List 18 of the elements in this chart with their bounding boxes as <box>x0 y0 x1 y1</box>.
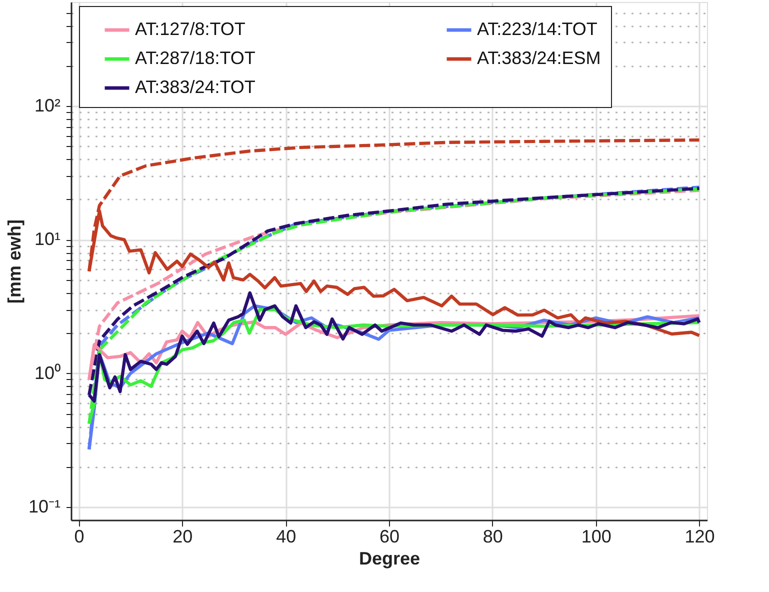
x-tick-label: 40 <box>276 526 296 546</box>
x-tick-label: 60 <box>379 526 400 546</box>
x-tick-label: 120 <box>684 526 715 546</box>
y-tick-label: 10¹ <box>34 229 61 250</box>
y-tick-label: 10⁰ <box>34 362 60 383</box>
legend-label: AT:383/24:TOT <box>135 77 256 97</box>
y-tick-label: 10⁻¹ <box>28 496 61 517</box>
legend-label: AT:127/8:TOT <box>135 19 246 39</box>
x-tick-label: 0 <box>74 526 84 546</box>
x-tick-label: 100 <box>581 526 612 546</box>
y-tick-label: 10² <box>34 96 61 116</box>
x-tick-label: 80 <box>482 526 503 546</box>
y-axis-title: [mm ewh] <box>4 219 24 304</box>
x-axis-title: Degree <box>358 548 420 568</box>
x-tick-label: 20 <box>172 526 193 546</box>
legend-label: AT:383/24:ESM <box>477 48 601 68</box>
legend-label: AT:223/14:TOT <box>477 19 598 39</box>
legend-label: AT:287/18:TOT <box>135 48 256 68</box>
